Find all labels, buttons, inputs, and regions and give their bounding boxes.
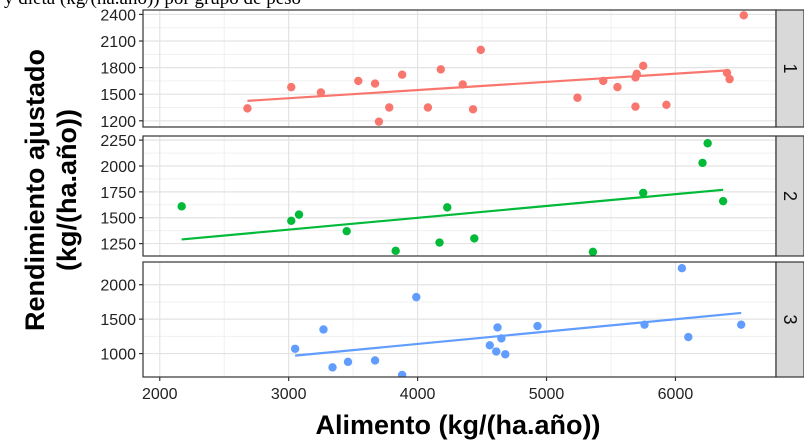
- data-point: [501, 350, 510, 359]
- facet-strip: [775, 261, 804, 378]
- regression-line-2: [181, 188, 724, 241]
- data-point: [493, 323, 502, 332]
- data-point: [177, 202, 186, 211]
- data-point: [458, 80, 467, 89]
- data-point: [573, 93, 582, 102]
- data-point: [613, 82, 622, 92]
- regression-line-1: [247, 69, 730, 102]
- data-point: [354, 76, 363, 86]
- data-point: [684, 332, 693, 342]
- data-point: [370, 79, 380, 88]
- data-point: [294, 210, 304, 219]
- data-point: [470, 234, 479, 243]
- panel-1: 1200 1500 1800 2100 2400 1: [100, 7, 804, 131]
- panel-3: 1000 1500 2000 3: [100, 261, 804, 378]
- data-point: [497, 334, 506, 343]
- data-point: [677, 263, 687, 273]
- y-axis-title-line2: (kg/(ha.año)): [52, 109, 82, 271]
- data-point: [436, 65, 446, 74]
- data-point: [319, 325, 328, 334]
- data-point: [718, 196, 728, 206]
- y-tick-label: 1800: [100, 61, 136, 78]
- regression-line-3: [295, 311, 742, 357]
- data-point: [533, 321, 542, 331]
- data-point: [328, 363, 337, 372]
- y-axis-title-line1: Rendimiento ajustado: [20, 49, 50, 331]
- panel-2: 1250 1500 1750 2000 2250 2: [100, 133, 804, 257]
- y-tick-label: 1500: [100, 211, 136, 228]
- data-point: [397, 70, 407, 79]
- data-point: [662, 100, 671, 110]
- data-point: [243, 104, 252, 113]
- x-tick-label: 3000: [271, 386, 307, 403]
- data-point: [385, 103, 394, 112]
- y-tick-label: 2100: [100, 34, 136, 51]
- facet-strip-label: 2: [780, 191, 800, 201]
- data-point: [725, 74, 734, 84]
- data-point: [739, 11, 748, 20]
- data-point: [476, 45, 485, 55]
- data-point: [397, 370, 407, 377]
- x-tick-label: 4000: [400, 386, 436, 403]
- data-point: [640, 320, 649, 329]
- data-point: [287, 216, 296, 226]
- data-point: [468, 105, 478, 114]
- data-point: [391, 246, 400, 256]
- y-tick-label: 1500: [100, 312, 136, 329]
- data-point: [485, 341, 494, 350]
- panel-background: [143, 136, 776, 256]
- data-point: [736, 320, 746, 329]
- data-point: [342, 226, 351, 236]
- data-point: [412, 292, 421, 302]
- y-tick-label: 1200: [100, 114, 136, 131]
- data-point: [492, 347, 501, 356]
- y-tick-label: 2000: [100, 278, 136, 295]
- data-point: [443, 203, 452, 212]
- data-point: [316, 88, 326, 97]
- data-point: [588, 247, 598, 256]
- x-tick-label: 2000: [142, 386, 178, 403]
- data-point: [374, 117, 384, 126]
- facet-strip: [775, 9, 804, 128]
- y-tick-label: 1250: [100, 237, 136, 254]
- data-point: [287, 82, 296, 92]
- data-point: [290, 344, 300, 353]
- y-tick-label: 2000: [100, 159, 136, 176]
- facet-strip-label: 3: [780, 314, 800, 324]
- facet-strip-label: 1: [780, 63, 800, 73]
- cropped-title-strip: y dieta (kg/(ha.año)) por grupo de peso: [0, 0, 804, 10]
- data-point: [423, 103, 433, 112]
- data-point: [435, 238, 444, 247]
- data-point: [698, 158, 707, 168]
- data-point: [631, 102, 640, 111]
- y-tick-label: 1500: [100, 87, 136, 104]
- x-axis-title: Alimento (kg/(ha.año)): [316, 410, 601, 440]
- cropped-title-text: y dieta (kg/(ha.año)) por grupo de peso: [4, 0, 301, 10]
- data-point: [703, 139, 712, 148]
- data-point: [639, 61, 648, 71]
- y-tick-label: 2400: [100, 7, 136, 24]
- data-point: [343, 357, 353, 367]
- y-tick-label: 1750: [100, 185, 136, 202]
- x-axis: 2000 3000 4000 5000 6000: [142, 377, 693, 403]
- data-point: [599, 76, 608, 86]
- y-tick-label: 1000: [100, 347, 136, 364]
- y-tick-label: 2250: [100, 133, 136, 150]
- panels-layer: 1200 1500 1800 2100 2400 1 1250 1500 1750 2000 225…: [100, 7, 804, 378]
- x-tick-label: 6000: [658, 386, 694, 403]
- data-point: [639, 188, 648, 198]
- x-tick-label: 5000: [529, 386, 565, 403]
- facet-strip: [775, 135, 804, 257]
- data-point: [632, 69, 641, 79]
- data-point: [370, 356, 380, 365]
